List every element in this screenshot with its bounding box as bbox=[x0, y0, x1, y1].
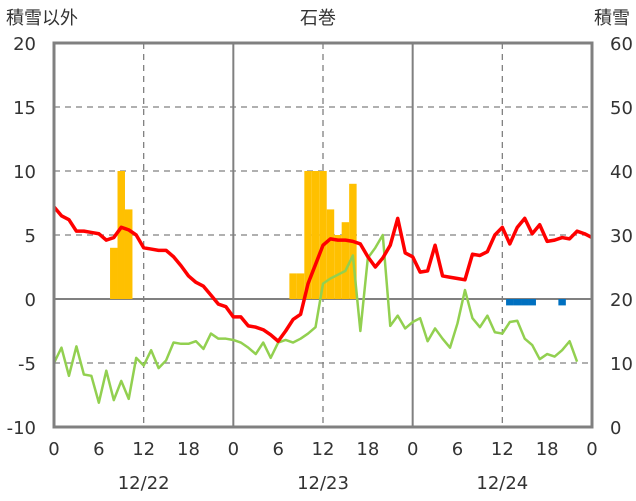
right-axis-title: 積雪 bbox=[594, 8, 630, 29]
date-label: 12/24 bbox=[476, 473, 528, 494]
x-tick-label: 12 bbox=[491, 439, 514, 460]
bar bbox=[311, 171, 320, 299]
y-left-tick-label: -10 bbox=[7, 418, 36, 439]
y-right-tick-label: 50 bbox=[610, 98, 633, 119]
bar bbox=[289, 273, 297, 299]
x-tick-label: 18 bbox=[177, 439, 200, 460]
x-tick-label: 6 bbox=[452, 439, 463, 460]
bar bbox=[521, 299, 529, 306]
green-series-line bbox=[52, 233, 579, 404]
bar bbox=[334, 235, 342, 299]
bar bbox=[304, 171, 312, 299]
y-right-tick-label: 20 bbox=[610, 290, 633, 311]
x-tick-label: 0 bbox=[48, 439, 59, 460]
y-left-tick-label: 5 bbox=[25, 226, 36, 247]
chart-title: 石巻 bbox=[300, 8, 336, 29]
left-axis-title: 積雪以外 bbox=[6, 8, 78, 29]
y-left-tick-label: 0 bbox=[25, 290, 36, 311]
y-right-tick-label: 10 bbox=[610, 354, 633, 375]
frame bbox=[52, 41, 594, 429]
bar bbox=[319, 171, 327, 299]
y-right-tick-label: 0 bbox=[610, 418, 621, 439]
x-tick-label: 6 bbox=[272, 439, 283, 460]
x-tick-label: 6 bbox=[93, 439, 104, 460]
y-right-tick-label: 40 bbox=[610, 162, 633, 183]
date-label: 12/22 bbox=[118, 473, 170, 494]
x-tick-label: 0 bbox=[586, 439, 597, 460]
bar bbox=[513, 299, 522, 306]
y-right-tick-label: 60 bbox=[610, 34, 633, 55]
y-left-tick-label: 20 bbox=[13, 34, 36, 55]
bar bbox=[117, 171, 125, 299]
bar bbox=[296, 273, 305, 299]
x-tick-label: 0 bbox=[407, 439, 418, 460]
plot-frame bbox=[52, 41, 594, 429]
bar bbox=[124, 209, 133, 299]
bars bbox=[110, 171, 566, 306]
bar bbox=[341, 222, 350, 299]
x-tick-label: 12 bbox=[312, 439, 335, 460]
bar bbox=[326, 209, 335, 299]
bar bbox=[506, 299, 514, 306]
x-tick-label: 12 bbox=[132, 439, 155, 460]
y-right-tick-label: 30 bbox=[610, 226, 633, 247]
y-left-tick-label: -5 bbox=[18, 354, 36, 375]
red-series-line bbox=[52, 205, 593, 343]
y-left-tick-label: 10 bbox=[13, 162, 36, 183]
x-tick-label: 18 bbox=[536, 439, 559, 460]
bar bbox=[110, 247, 118, 299]
bar bbox=[558, 299, 566, 306]
bar bbox=[528, 299, 536, 306]
date-label: 12/23 bbox=[297, 473, 349, 494]
x-tick-label: 0 bbox=[228, 439, 239, 460]
x-tick-label: 18 bbox=[356, 439, 379, 460]
y-left-tick-label: 15 bbox=[13, 98, 36, 119]
